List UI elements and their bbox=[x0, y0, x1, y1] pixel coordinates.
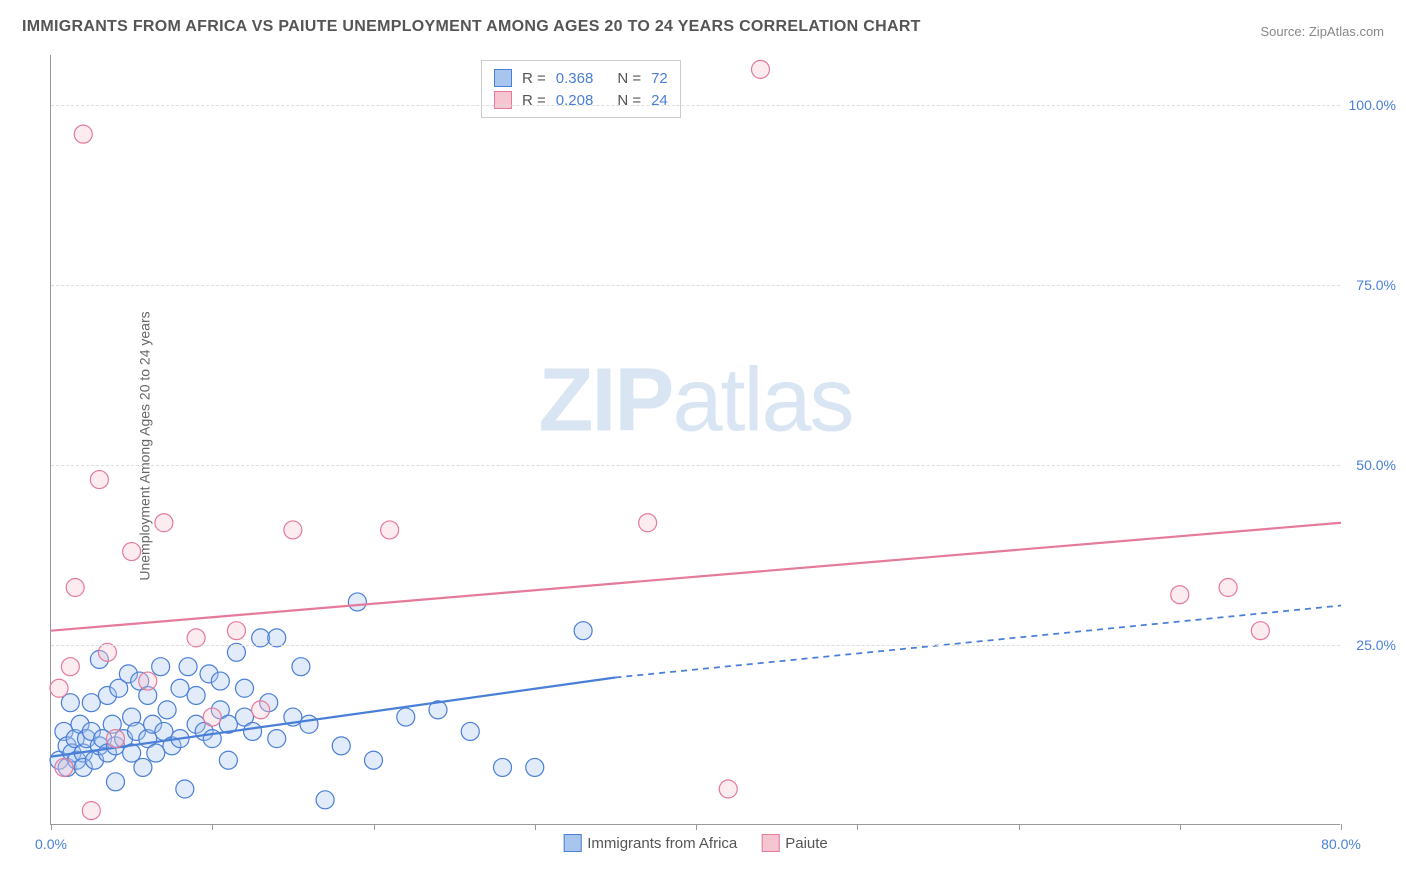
scatter-point bbox=[1171, 586, 1189, 604]
scatter-point bbox=[139, 672, 157, 690]
source-label: Source: ZipAtlas.com bbox=[1260, 24, 1384, 39]
legend-label: Paiute bbox=[785, 835, 828, 852]
gridline-horizontal bbox=[51, 465, 1340, 466]
scatter-point bbox=[574, 622, 592, 640]
scatter-point bbox=[203, 708, 221, 726]
y-tick-label: 100.0% bbox=[1349, 97, 1396, 113]
scatter-point bbox=[639, 514, 657, 532]
x-tick bbox=[696, 824, 697, 830]
x-tick bbox=[51, 824, 52, 830]
scatter-point bbox=[107, 773, 125, 791]
gridline-horizontal bbox=[51, 645, 1340, 646]
legend-label: Immigrants from Africa bbox=[587, 835, 737, 852]
y-tick-label: 25.0% bbox=[1356, 637, 1396, 653]
scatter-point bbox=[397, 708, 415, 726]
scatter-point bbox=[244, 722, 262, 740]
legend-swatch bbox=[563, 834, 581, 852]
scatter-point bbox=[292, 658, 310, 676]
scatter-point bbox=[236, 679, 254, 697]
x-tick-label: 80.0% bbox=[1321, 836, 1361, 852]
series-legend: Immigrants from Africa Paiute bbox=[563, 834, 828, 852]
x-tick bbox=[1019, 824, 1020, 830]
regression-line-extrapolated bbox=[615, 606, 1341, 678]
x-tick bbox=[857, 824, 858, 830]
scatter-point bbox=[82, 694, 100, 712]
regression-line bbox=[51, 523, 1341, 631]
scatter-point bbox=[107, 730, 125, 748]
scatter-point bbox=[74, 125, 92, 143]
x-tick bbox=[535, 824, 536, 830]
scatter-point bbox=[187, 686, 205, 704]
chart-title: IMMIGRANTS FROM AFRICA VS PAIUTE UNEMPLO… bbox=[22, 18, 921, 36]
scatter-point bbox=[461, 722, 479, 740]
y-tick-label: 50.0% bbox=[1356, 457, 1396, 473]
scatter-point bbox=[365, 751, 383, 769]
scatter-point bbox=[158, 701, 176, 719]
scatter-point bbox=[211, 672, 229, 690]
scatter-point bbox=[332, 737, 350, 755]
scatter-point bbox=[82, 802, 100, 820]
scatter-point bbox=[155, 514, 173, 532]
x-tick bbox=[1341, 824, 1342, 830]
x-tick bbox=[212, 824, 213, 830]
scatter-point bbox=[268, 730, 286, 748]
gridline-horizontal bbox=[51, 285, 1340, 286]
x-tick bbox=[374, 824, 375, 830]
scatter-point bbox=[171, 679, 189, 697]
x-tick-label: 0.0% bbox=[35, 836, 67, 852]
legend-swatch bbox=[761, 834, 779, 852]
scatter-point bbox=[61, 658, 79, 676]
scatter-point bbox=[227, 622, 245, 640]
scatter-point bbox=[219, 751, 237, 769]
scatter-point bbox=[348, 593, 366, 611]
scatter-point bbox=[134, 758, 152, 776]
scatter-point bbox=[152, 658, 170, 676]
scatter-point bbox=[1219, 579, 1237, 597]
y-tick-label: 75.0% bbox=[1356, 277, 1396, 293]
scatter-point bbox=[752, 60, 770, 78]
scatter-point bbox=[90, 471, 108, 489]
scatter-point bbox=[316, 791, 334, 809]
scatter-point bbox=[526, 758, 544, 776]
scatter-point bbox=[300, 715, 318, 733]
scatter-point bbox=[284, 521, 302, 539]
scatter-point bbox=[381, 521, 399, 539]
scatter-point bbox=[66, 579, 84, 597]
scatter-point bbox=[494, 758, 512, 776]
scatter-point bbox=[719, 780, 737, 798]
plot-area: ZIPatlas R = 0.368N = 72R = 0.208N = 24 … bbox=[50, 55, 1340, 825]
scatter-point bbox=[147, 744, 165, 762]
gridline-horizontal bbox=[51, 105, 1340, 106]
scatter-point bbox=[179, 658, 197, 676]
chart-svg bbox=[51, 55, 1340, 824]
scatter-point bbox=[176, 780, 194, 798]
scatter-point bbox=[55, 758, 73, 776]
scatter-point bbox=[1251, 622, 1269, 640]
legend-item: Immigrants from Africa bbox=[563, 834, 737, 852]
scatter-point bbox=[50, 679, 68, 697]
scatter-point bbox=[252, 701, 270, 719]
legend-item: Paiute bbox=[761, 834, 828, 852]
x-tick bbox=[1180, 824, 1181, 830]
scatter-point bbox=[123, 543, 141, 561]
